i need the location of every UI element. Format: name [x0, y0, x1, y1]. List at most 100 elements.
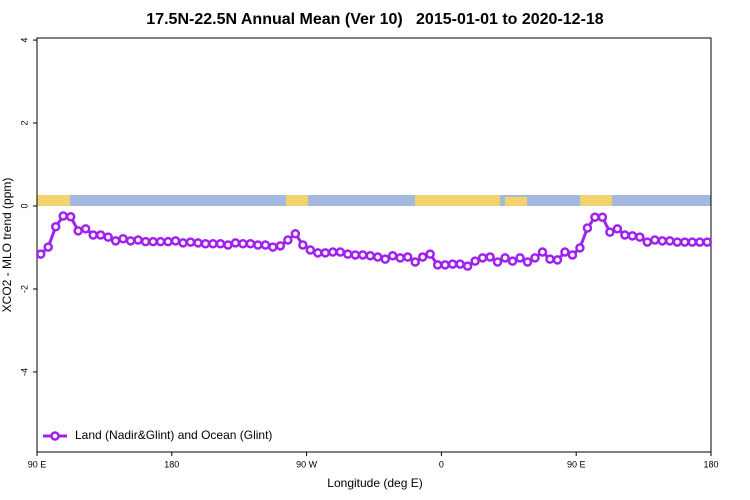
- point: [178, 238, 188, 248]
- point: [680, 237, 690, 247]
- point: [80, 224, 91, 234]
- point: [215, 239, 226, 249]
- y-tick-label: 0: [19, 203, 29, 208]
- point: [402, 252, 413, 262]
- point: [672, 237, 683, 247]
- point: [163, 236, 173, 247]
- point: [298, 240, 308, 250]
- x-tick-label: 180: [164, 459, 179, 469]
- point: [95, 230, 106, 240]
- point: [665, 236, 675, 246]
- point: [125, 236, 136, 246]
- point: [650, 235, 660, 245]
- y-tick-label: 4: [19, 38, 29, 43]
- point: [305, 245, 316, 255]
- point: [88, 230, 98, 240]
- point: [118, 234, 128, 244]
- point: [148, 236, 158, 247]
- point: [110, 236, 121, 246]
- point: [500, 253, 510, 263]
- point: [440, 260, 450, 270]
- y-tick-label: -4: [19, 368, 29, 376]
- point: [687, 237, 698, 247]
- point: [605, 227, 615, 237]
- point: [485, 252, 495, 262]
- point: [522, 257, 533, 267]
- point: [343, 249, 353, 259]
- y-tick-label: 2: [19, 121, 29, 126]
- legend-label: Land (Nadir&Glint) and Ocean (Glint): [75, 428, 272, 442]
- point: [627, 231, 638, 241]
- x-axis-title: Longitude (deg E): [327, 476, 422, 490]
- point: [238, 239, 248, 249]
- point: [275, 241, 286, 251]
- point: [223, 240, 233, 250]
- plot-frame: [36, 37, 712, 453]
- point: [200, 239, 211, 249]
- point: [170, 236, 181, 246]
- point: [320, 248, 331, 258]
- x-tick-label: 90 E: [28, 459, 47, 469]
- point: [515, 253, 525, 263]
- point: [73, 226, 83, 236]
- point: [695, 237, 705, 247]
- point: [425, 249, 435, 259]
- point: [575, 243, 585, 253]
- point: [185, 237, 196, 247]
- point: [365, 251, 376, 261]
- point: [65, 212, 76, 222]
- point: [432, 260, 443, 270]
- point: [560, 247, 570, 257]
- point: [372, 252, 383, 262]
- chart-title: 17.5N-22.5N Annual Mean (Ver 10) 2015-01…: [146, 11, 604, 28]
- point: [380, 254, 390, 264]
- point: [612, 224, 623, 234]
- land-ocean-strip: [37, 195, 711, 206]
- point: [537, 247, 548, 257]
- point: [642, 237, 653, 247]
- point: [283, 235, 293, 245]
- point: [462, 261, 473, 271]
- point: [657, 236, 668, 246]
- point: [350, 250, 361, 260]
- point: [545, 254, 555, 264]
- legend-marker: [50, 431, 60, 441]
- point: [620, 230, 630, 240]
- point: [477, 253, 488, 263]
- point: [155, 236, 166, 247]
- point: [702, 237, 713, 247]
- point: [193, 238, 203, 248]
- x-tick-label: 180: [703, 459, 718, 469]
- point: [410, 257, 420, 267]
- point: [253, 240, 263, 250]
- point: [455, 259, 465, 269]
- point: [50, 221, 61, 232]
- point: [245, 239, 256, 249]
- x-tick-label: 0: [439, 459, 444, 469]
- point: [635, 232, 645, 242]
- point: [103, 232, 113, 242]
- point: [507, 256, 518, 266]
- point: [35, 249, 46, 259]
- point: [597, 212, 608, 222]
- point: [417, 252, 428, 262]
- point: [335, 247, 346, 257]
- point: [358, 250, 368, 260]
- x-tick-label: 90 W: [296, 459, 318, 469]
- point: [43, 242, 53, 252]
- point: [470, 256, 480, 266]
- point: [260, 240, 271, 250]
- point: [567, 250, 578, 260]
- point: [230, 238, 241, 248]
- point: [582, 223, 593, 233]
- point: [313, 248, 323, 258]
- point: [133, 235, 143, 245]
- point: [268, 242, 278, 252]
- point: [492, 257, 503, 267]
- point: [58, 211, 68, 221]
- point: [530, 253, 540, 263]
- point: [328, 247, 338, 257]
- point: [590, 212, 600, 222]
- point: [447, 259, 458, 269]
